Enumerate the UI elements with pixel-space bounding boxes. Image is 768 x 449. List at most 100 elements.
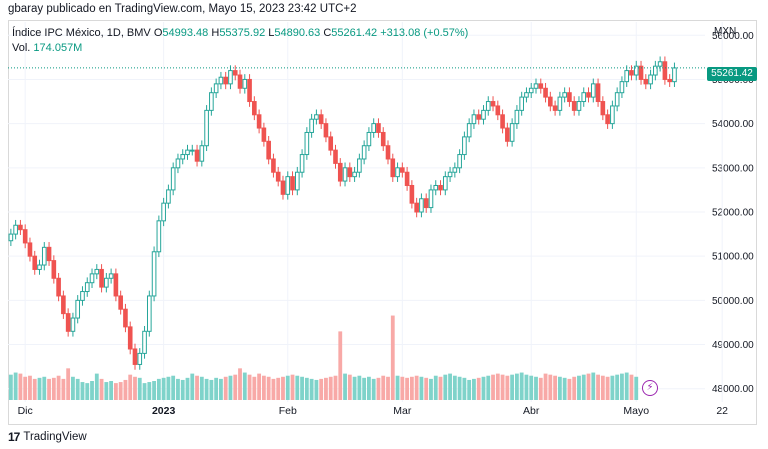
volume-bar	[166, 376, 171, 400]
candle-body	[557, 96, 563, 111]
volume-bar	[620, 373, 624, 400]
candle-body	[567, 92, 572, 103]
volume-bar	[47, 378, 51, 400]
candle-body	[347, 167, 353, 178]
volume-bar	[90, 381, 94, 400]
candle-body	[600, 101, 606, 116]
volume-bar	[543, 373, 548, 400]
footer: 17 TradingView	[8, 430, 87, 444]
candle-body	[32, 255, 38, 270]
volume-bar	[185, 377, 190, 400]
volume-bar	[199, 376, 204, 400]
candle-body	[314, 114, 319, 120]
candle-body	[271, 158, 276, 173]
volume-bar	[395, 375, 400, 400]
candle-body	[22, 229, 28, 244]
volume-bar	[510, 374, 515, 400]
candle-body	[223, 76, 229, 85]
candle-body	[667, 78, 672, 83]
volume-bar	[290, 374, 295, 400]
candle-body	[51, 260, 57, 279]
volume-bar	[472, 378, 476, 400]
candle-body	[538, 83, 544, 89]
volume-bar	[51, 377, 56, 400]
candle-body	[366, 131, 372, 147]
close-value: 55261.42	[331, 27, 378, 39]
x-tick-label: 2023	[152, 405, 176, 417]
volume-bar	[80, 382, 85, 400]
footer-brand[interactable]: TradingView	[23, 431, 87, 443]
low-label: L	[268, 27, 275, 39]
candle-body	[419, 198, 424, 213]
volume-bar	[156, 378, 161, 400]
volume-bar	[266, 376, 271, 400]
volume-bar	[634, 376, 639, 400]
candle-body	[380, 131, 386, 147]
candle-body	[80, 291, 85, 301]
volume-bar	[600, 375, 605, 400]
volume-bar	[247, 374, 252, 400]
volume-bar	[343, 373, 347, 400]
candle-body	[428, 189, 434, 209]
candle-body	[185, 149, 190, 156]
volume-bar	[8, 374, 13, 400]
volume-bar	[109, 381, 114, 400]
volume-bar	[409, 376, 414, 400]
candle-body	[672, 67, 677, 83]
candle-body	[476, 114, 482, 120]
volume-bar	[562, 377, 567, 400]
candle-body	[266, 140, 271, 160]
volume-bar	[113, 383, 118, 400]
volume-bar	[534, 376, 538, 400]
volume-bar	[118, 382, 123, 400]
volume-bar	[362, 377, 367, 400]
x-tick-label: Abr	[523, 405, 540, 417]
candle-body	[118, 295, 123, 310]
volume-bar	[567, 378, 572, 400]
volume-bar	[424, 377, 429, 400]
volume-bar	[161, 377, 166, 400]
symbol-label[interactable]: Índice IPC México, 1D, BMV	[12, 27, 151, 39]
volume-bar	[605, 376, 610, 400]
candle-body	[218, 76, 224, 85]
candle-body	[142, 330, 147, 354]
flash-icon[interactable]: ⚡	[642, 380, 658, 396]
candle-body	[495, 105, 501, 116]
candle-body	[27, 242, 33, 257]
volume-bar	[338, 331, 343, 400]
volume-bar	[252, 376, 257, 400]
volume-bar	[495, 373, 500, 400]
volume-bar	[195, 375, 199, 400]
candle-body	[466, 123, 472, 138]
volume-bar	[629, 374, 634, 400]
candle-body	[285, 176, 291, 195]
volume-bar	[386, 376, 390, 400]
volume-bar	[433, 375, 438, 400]
candle-body	[361, 145, 367, 160]
volume-bar	[553, 375, 558, 400]
candle-body	[213, 83, 219, 94]
volume-bar	[257, 373, 262, 400]
publish-info: gbaray publicado en TradingView.com, May…	[8, 3, 357, 15]
high-label: H	[211, 27, 220, 39]
candle-body	[509, 123, 515, 142]
candle-body	[290, 176, 295, 191]
volume-bar	[491, 374, 495, 400]
candle-body	[605, 114, 610, 125]
close-label: C	[323, 27, 332, 39]
volume-bar	[548, 374, 553, 400]
volume-bar	[577, 375, 581, 400]
candle-body	[328, 136, 334, 151]
volume-bar	[596, 374, 600, 400]
volume-bar	[28, 375, 32, 400]
volume-bar	[61, 378, 66, 400]
volume-bar	[319, 378, 324, 400]
chart-frame[interactable]	[8, 20, 757, 425]
volume-bar	[328, 376, 333, 400]
x-tick-label: Mar	[393, 405, 412, 417]
candle-body	[41, 246, 47, 266]
volume-bar	[371, 378, 376, 400]
currency-label[interactable]: MXN	[714, 26, 737, 37]
candle-body	[151, 251, 157, 297]
candle-body	[414, 202, 419, 213]
